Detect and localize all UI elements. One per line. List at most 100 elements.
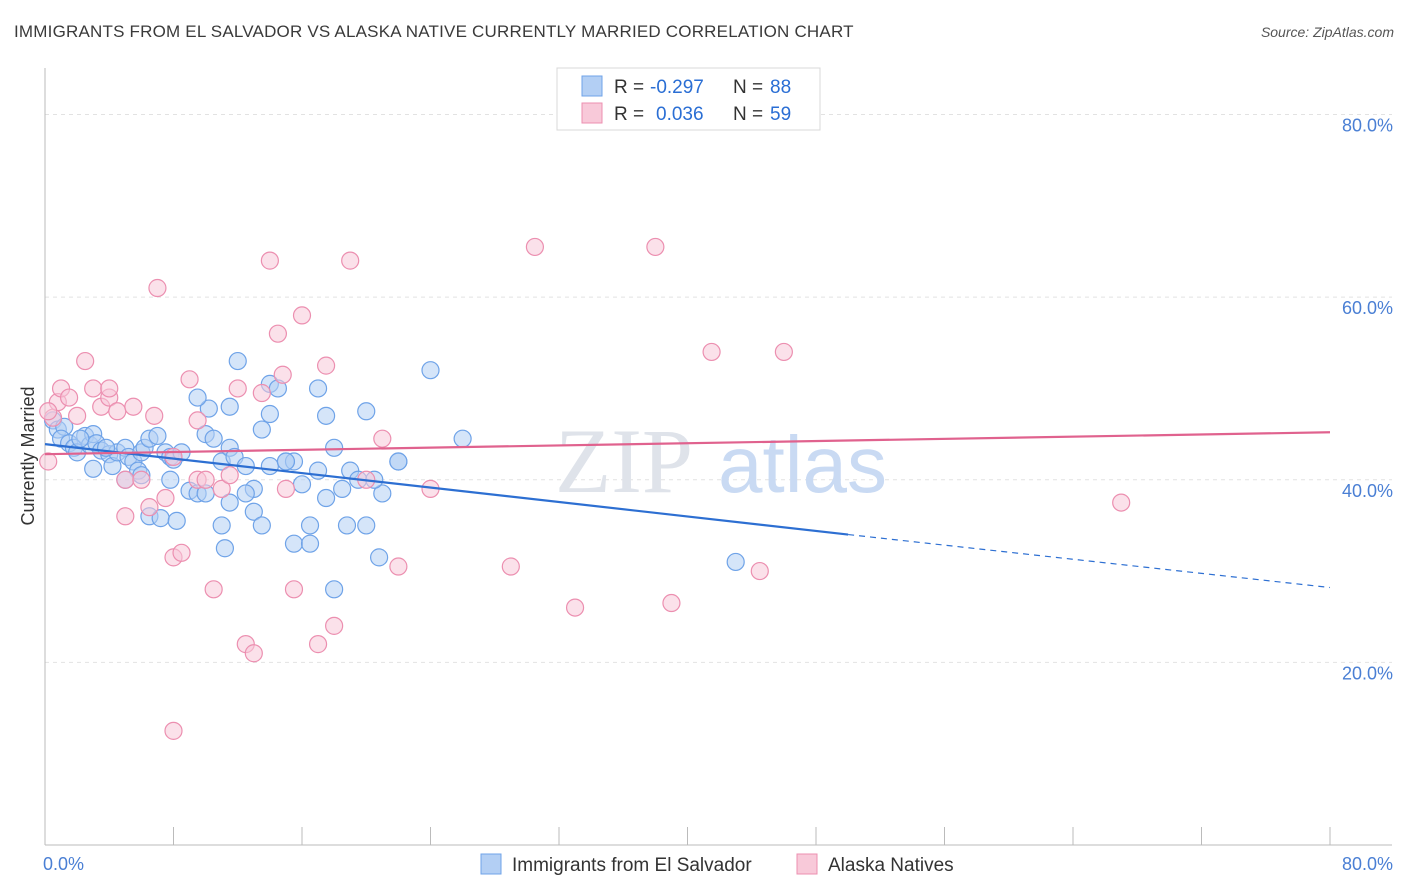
point-el-salvador xyxy=(252,420,271,439)
point-el-salvador xyxy=(316,406,336,425)
point-el-salvador xyxy=(212,516,231,535)
point-alaska-natives xyxy=(156,488,175,508)
point-alaska-natives xyxy=(116,470,135,489)
legend-r-value-2: 0.036 xyxy=(656,104,704,125)
point-el-salvador xyxy=(161,470,180,489)
point-alaska-natives xyxy=(39,402,58,421)
point-el-salvador xyxy=(260,404,279,424)
point-alaska-natives xyxy=(373,429,392,448)
point-alaska-natives xyxy=(100,379,119,398)
legend-r-label-2: R = xyxy=(614,104,644,125)
point-alaska-natives xyxy=(116,507,135,526)
point-el-salvador xyxy=(300,534,320,553)
series-label-el-salvador: Immigrants from El Salvador xyxy=(512,855,752,876)
point-alaska-natives xyxy=(1112,493,1131,512)
point-el-salvador xyxy=(284,534,304,553)
point-alaska-natives xyxy=(260,251,279,270)
chart-title: IMMIGRANTS FROM EL SALVADOR VS ALASKA NA… xyxy=(14,22,854,41)
trend-line-el-salvador-extrapolated xyxy=(848,533,1331,589)
point-el-salvador xyxy=(357,402,376,421)
point-alaska-natives xyxy=(325,616,344,635)
point-alaska-natives xyxy=(132,470,151,489)
point-alaska-natives xyxy=(308,635,328,654)
point-el-salvador xyxy=(204,429,223,448)
point-alaska-natives xyxy=(124,397,143,416)
point-alaska-natives xyxy=(501,557,520,576)
point-alaska-natives xyxy=(774,342,793,362)
legend-r-label-1: R = xyxy=(614,77,644,98)
point-alaska-natives xyxy=(389,557,408,576)
point-el-salvador xyxy=(337,516,357,535)
y-axis-label: Currently Married xyxy=(18,386,38,525)
legend-swatch-blue xyxy=(581,75,603,97)
point-el-salvador xyxy=(308,379,328,398)
legend-n-value-2: 59 xyxy=(770,104,791,125)
point-el-salvador xyxy=(252,516,271,535)
watermark-atlas: atlas xyxy=(718,420,887,509)
legend-n-value-1: 88 xyxy=(770,77,791,98)
point-alaska-natives xyxy=(145,406,164,425)
point-el-salvador xyxy=(71,429,90,448)
point-alaska-natives xyxy=(662,593,681,613)
point-el-salvador xyxy=(357,516,376,535)
legend-n-label-2: N = xyxy=(733,104,763,125)
grid-lines xyxy=(45,114,1392,663)
x-tick-label: 0.0% xyxy=(43,854,84,874)
point-el-salvador xyxy=(333,479,352,498)
series-swatch-el-salvador xyxy=(480,853,502,875)
data-points xyxy=(39,237,1131,740)
y-tick-label: 40.0% xyxy=(1342,481,1393,501)
point-alaska-natives xyxy=(341,251,360,270)
point-alaska-natives xyxy=(148,278,167,298)
point-el-salvador xyxy=(276,452,296,471)
point-el-salvador xyxy=(188,388,207,407)
y-tick-label: 60.0% xyxy=(1342,298,1393,318)
point-el-salvador xyxy=(84,459,103,478)
point-el-salvador xyxy=(292,475,312,494)
point-alaska-natives xyxy=(180,370,199,389)
watermark-zip: ZIP xyxy=(555,410,693,512)
point-el-salvador xyxy=(220,397,239,416)
point-el-salvador xyxy=(244,502,263,521)
trend-lines xyxy=(44,431,1331,589)
trend-line-alaska-natives xyxy=(44,431,1331,456)
point-alaska-natives xyxy=(316,356,336,375)
watermark: ZIP atlas xyxy=(555,410,887,512)
point-alaska-natives xyxy=(204,580,223,599)
point-alaska-natives xyxy=(220,466,239,485)
point-el-salvador xyxy=(421,361,440,380)
y-tick-label: 20.0% xyxy=(1342,663,1393,683)
point-alaska-natives xyxy=(525,237,545,257)
point-alaska-natives xyxy=(59,388,79,407)
point-el-salvador xyxy=(325,580,344,599)
point-el-salvador xyxy=(300,516,320,535)
point-el-salvador xyxy=(148,426,167,446)
point-el-salvador xyxy=(370,548,389,567)
point-alaska-natives xyxy=(252,383,271,403)
point-alaska-natives xyxy=(84,379,103,398)
point-alaska-natives xyxy=(108,402,127,421)
point-el-salvador xyxy=(373,484,392,503)
point-el-salvador xyxy=(215,539,234,558)
legend-n-label-1: N = xyxy=(733,77,763,98)
point-alaska-natives xyxy=(702,342,721,362)
tick-labels: 20.0% 40.0% 60.0% 80.0% 0.0% 80.0% xyxy=(43,116,1393,874)
stats-legend: R = -0.297 N = 88 R = 0.036 N = 59 xyxy=(556,67,821,131)
source-credit: Source: ZipAtlas.com xyxy=(1260,24,1394,40)
point-alaska-natives xyxy=(76,351,95,371)
point-alaska-natives xyxy=(212,479,231,498)
point-el-salvador xyxy=(167,511,186,530)
point-el-salvador xyxy=(726,552,745,572)
point-el-salvador xyxy=(236,484,255,503)
point-alaska-natives xyxy=(140,498,159,517)
point-alaska-natives xyxy=(565,598,585,617)
point-alaska-natives xyxy=(646,237,665,257)
point-el-salvador xyxy=(220,493,239,512)
point-el-salvador xyxy=(316,488,336,508)
point-el-salvador xyxy=(389,452,408,471)
point-alaska-natives xyxy=(268,324,288,343)
x-tick-label: 80.0% xyxy=(1342,854,1393,874)
trend-line-el-salvador xyxy=(44,443,849,536)
point-alaska-natives xyxy=(273,365,292,384)
